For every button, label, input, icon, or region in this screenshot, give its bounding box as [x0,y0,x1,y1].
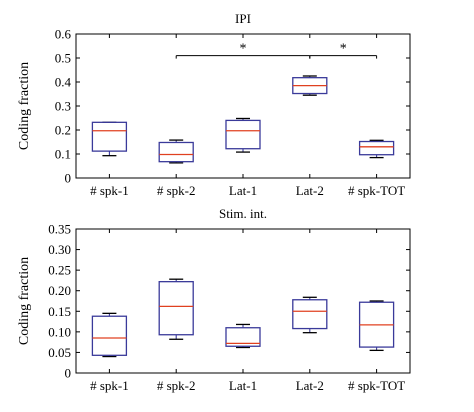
iqr-box [358,140,395,156]
box-3 [225,323,261,349]
plot-frame [75,33,411,179]
x-tick-label: Lat-1 [229,378,257,393]
y-tick-label: 0.2 [55,123,71,138]
y-tick-label: 0 [65,366,72,381]
iqr-box [158,141,194,163]
y-axis-label: Coding fraction [17,257,32,345]
y-tick-label: 0.30 [48,242,71,257]
iqr-box [292,299,328,330]
y-tick-label: 0.25 [48,263,71,278]
x-tick-label: Lat-2 [296,378,324,393]
box-2 [158,139,194,164]
y-tick-label: 0.6 [55,27,72,42]
x-tick-label: # spk-1 [90,378,129,393]
stim-int-panel: Stim. int. Coding fraction 0 0.05 0.10 0.15 0.… [17,206,411,393]
y-tick-label: 0.1 [55,147,71,162]
x-tick-label: # spk-1 [90,183,129,198]
x-tick-label: # spk-2 [157,378,196,393]
box-2 [158,278,194,340]
box-1 [91,312,128,358]
x-tick-label: # spk-TOT [348,378,405,393]
y-tick-label: 0.10 [48,324,71,339]
iqr-box [158,281,194,336]
y-axis-label: Coding fraction [17,62,32,150]
significance-star: * [340,42,347,57]
iqr-box [91,315,128,356]
box-3 [225,117,261,153]
y-tick-label: 0.4 [55,75,72,90]
ipi-panel: IPI Coding fraction 0 0.1 0.2 0.3 0.4 0.5 0.6 # s… [17,11,411,198]
box-4 [292,75,328,96]
chart-title: Stim. int. [219,206,267,221]
x-tick-label: Lat-2 [296,183,324,198]
significance-star: * [240,42,247,57]
box-4 [292,296,328,334]
x-tick-label: # spk-TOT [348,183,405,198]
y-tick-label: 0.20 [48,283,71,298]
significance-marker: * [309,42,378,59]
chart-title: IPI [235,11,251,26]
x-tick-label: Lat-1 [229,183,257,198]
y-tick-label: 0.15 [48,304,71,319]
significance-marker: * [175,42,311,59]
y-tick-label: 0.3 [55,99,71,114]
y-tick-label: 0 [65,171,72,186]
box-5 [358,300,395,352]
x-tick-label: # spk-2 [157,183,196,198]
iqr-box [225,327,261,347]
box-5 [358,139,395,159]
y-tick-label: 0.05 [48,345,71,360]
plot-frame [75,228,411,374]
iqr-box [91,121,128,152]
y-tick-label: 0.5 [55,51,71,66]
iqr-box [225,119,261,150]
box-1 [91,121,128,157]
y-tick-label: 0.35 [48,222,71,237]
